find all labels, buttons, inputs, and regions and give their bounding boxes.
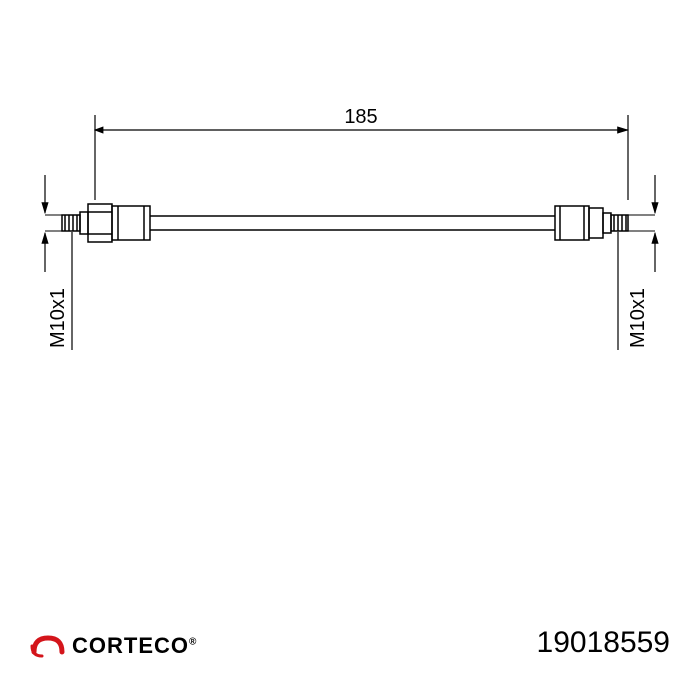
logo-icon <box>30 632 66 660</box>
thread-left-label: M10x1 <box>47 288 69 348</box>
brand-logo: CORTECO® <box>30 632 197 660</box>
technical-drawing: 185 <box>0 0 700 700</box>
left-fitting <box>62 204 150 242</box>
thread-right-label: M10x1 <box>627 288 649 348</box>
brand-name: CORTECO® <box>72 633 197 659</box>
right-fitting <box>555 206 628 240</box>
part-number: 19018559 <box>537 626 670 660</box>
dim-length-value: 185 <box>344 106 377 128</box>
